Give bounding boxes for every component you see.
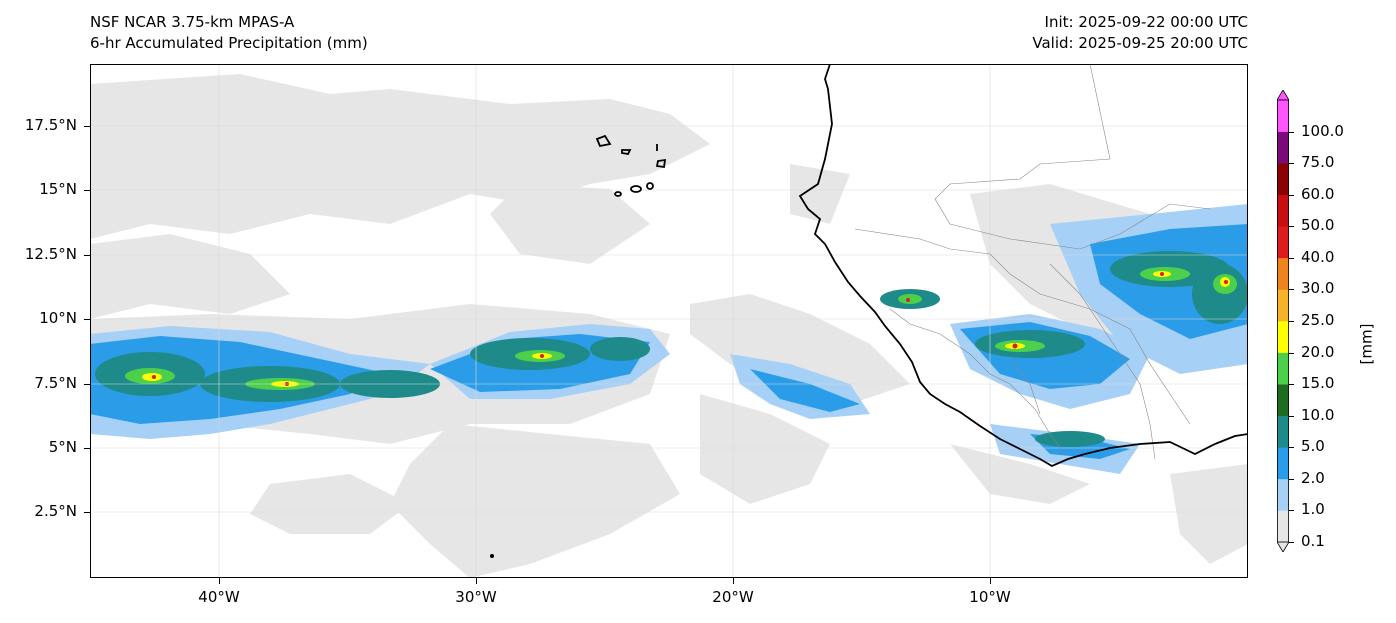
colorbar-tick-label: 15.0 <box>1301 374 1335 393</box>
colorbar-max-extend <box>1277 90 1289 101</box>
y-tickmark <box>84 512 90 513</box>
colorbar-tickmark <box>1289 321 1294 322</box>
x-tickmark <box>476 578 477 584</box>
colorbar-tickmark <box>1289 415 1294 417</box>
colorbar-tick-label: 10.0 <box>1301 405 1335 424</box>
colorbar-tick-label: 50.0 <box>1301 216 1335 235</box>
colorbar-unit-label: [mm] <box>1357 323 1376 365</box>
colorbar-tickmark <box>1289 542 1294 543</box>
field-name: 6-hr Accumulated Precipitation (mm) <box>90 34 368 52</box>
map-canvas <box>90 64 1248 578</box>
colorbar-tickmark <box>1289 131 1294 133</box>
colorbar-tickmark <box>1289 257 1294 259</box>
valid-time: Valid: 2025-09-25 20:00 UTC <box>1032 34 1248 52</box>
y-tickmark <box>84 448 90 449</box>
precipitation-map <box>90 64 1248 578</box>
colorbar-segment <box>1277 194 1289 227</box>
colorbar-tick-label: 1.0 <box>1301 500 1325 519</box>
colorbar-tickmark <box>1289 163 1294 165</box>
coastline <box>798 64 1248 468</box>
y-tick-label: 12.5°N <box>24 245 77 263</box>
colorbar-tick-label: 40.0 <box>1301 247 1335 266</box>
peak-precip-cells <box>152 272 1228 386</box>
colorbar-tick-label: 100.0 <box>1301 121 1344 140</box>
colorbar-segment <box>1277 100 1289 132</box>
colorbar-tick-label: 75.0 <box>1301 153 1335 172</box>
x-tickmark <box>219 578 220 584</box>
y-tickmark <box>84 384 90 385</box>
x-tickmark <box>990 578 991 584</box>
colorbar-segment <box>1277 510 1289 543</box>
colorbar-tick-label: 2.0 <box>1301 468 1325 487</box>
colorbar-tickmark <box>1289 384 1294 386</box>
colorbar-segment <box>1277 447 1289 480</box>
x-tick-label: 10°W <box>969 588 1011 606</box>
y-tick-label: 17.5°N <box>24 116 77 134</box>
colorbar-tickmark <box>1289 510 1294 512</box>
colorbar-segment <box>1277 226 1289 259</box>
colorbar-tick-label: 60.0 <box>1301 184 1335 203</box>
colorbar-segment <box>1277 415 1289 448</box>
colorbar-tick-label: 25.0 <box>1301 311 1335 329</box>
gridlines <box>90 64 1248 578</box>
init-time: Init: 2025-09-22 00:00 UTC <box>1044 13 1248 31</box>
map-title-right: Init: 2025-09-22 00:00 UTC Valid: 2025-0… <box>1032 12 1248 54</box>
very-heavy-precip-areas <box>125 267 1237 390</box>
cape-verde-islands <box>595 134 667 197</box>
colorbar-tickmark <box>1289 352 1294 354</box>
colorbar-segment <box>1277 384 1289 417</box>
y-tickmark <box>84 255 90 256</box>
colorbar-segment <box>1277 478 1289 511</box>
island-dot <box>490 554 494 558</box>
colorbar-segment <box>1277 131 1289 164</box>
map-title-left: NSF NCAR 3.75-km MPAS-A 6-hr Accumulated… <box>90 12 368 54</box>
colorbar-segment <box>1277 163 1289 196</box>
colorbar-segment <box>1277 352 1289 385</box>
x-tick-label: 30°W <box>455 588 497 606</box>
colorbar-segment <box>1277 321 1289 353</box>
colorbar-segment <box>1277 289 1289 322</box>
colorbar-tickmark <box>1289 289 1294 291</box>
colorbar-min-extend <box>1277 541 1289 552</box>
colorbar-tickmark <box>1289 447 1294 449</box>
colorbar-tick-label: 20.0 <box>1301 342 1335 361</box>
colorbar-frame <box>1277 99 1289 543</box>
y-tick-label: 7.5°N <box>34 374 77 392</box>
colorbar-tick-label: 30.0 <box>1301 279 1335 298</box>
colorbar-tickmark <box>1289 194 1294 196</box>
y-tickmark <box>84 319 90 320</box>
y-tickmark <box>84 190 90 191</box>
colorbar-tickmark <box>1289 478 1294 480</box>
y-tick-label: 10°N <box>39 309 77 327</box>
x-tick-label: 40°W <box>198 588 240 606</box>
colorbar-tick-label: 0.1 <box>1301 532 1325 550</box>
y-tick-label: 15°N <box>39 180 77 198</box>
country-borders <box>854 64 1211 460</box>
colorbar-segment <box>1277 257 1289 290</box>
y-tick-label: 5°N <box>48 438 77 456</box>
model-name: NSF NCAR 3.75-km MPAS-A <box>90 13 295 31</box>
colorbar-tickmark <box>1289 226 1294 228</box>
x-tick-label: 20°W <box>712 588 754 606</box>
colorbar-tick-label: 5.0 <box>1301 437 1325 456</box>
x-tickmark <box>733 578 734 584</box>
y-tick-label: 2.5°N <box>34 502 77 520</box>
y-tickmark <box>84 126 90 127</box>
colorbar <box>1277 90 1289 552</box>
